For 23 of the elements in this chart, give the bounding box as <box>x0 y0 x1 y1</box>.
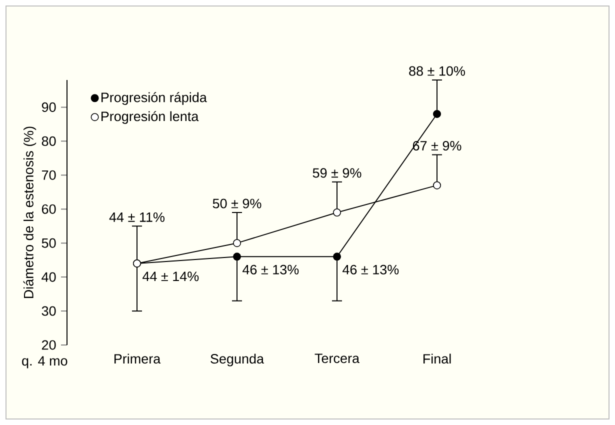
data-label: 44 ± 11% <box>109 212 164 222</box>
y-tick-label: 60 <box>42 204 56 214</box>
x-tick-label: Primera <box>114 354 161 364</box>
legend-label: Progresión lenta <box>101 111 199 124</box>
data-label: 50 ± 9% <box>212 198 262 208</box>
y-tick-label: 90 <box>42 102 56 112</box>
x-tick-label: Tercera <box>314 354 360 364</box>
y-tick-label: 40 <box>42 272 56 282</box>
x-tick-label: Final <box>423 354 451 364</box>
x-tick-label: Segunda <box>210 354 264 366</box>
y-tick-label: 70 <box>42 170 56 180</box>
y-tick-label: 20 <box>42 340 56 350</box>
y-tick-label: 30 <box>42 306 56 316</box>
data-label: 44 ± 14% <box>142 272 199 282</box>
data-label: 88 ± 10% <box>409 66 465 76</box>
legend-label: Progresión rápida <box>101 92 207 105</box>
y-axis-title: Diámetro de la estenosis (%) <box>23 126 36 298</box>
text: q. 4 mo <box>22 356 68 368</box>
data-label: 46 ± 13% <box>342 264 399 274</box>
data-label: 59 ± 9% <box>312 168 362 178</box>
y-tick-label: 80 <box>42 136 56 146</box>
y-tick-label: 50 <box>42 238 56 248</box>
data-label: 46 ± 13% <box>242 264 299 274</box>
